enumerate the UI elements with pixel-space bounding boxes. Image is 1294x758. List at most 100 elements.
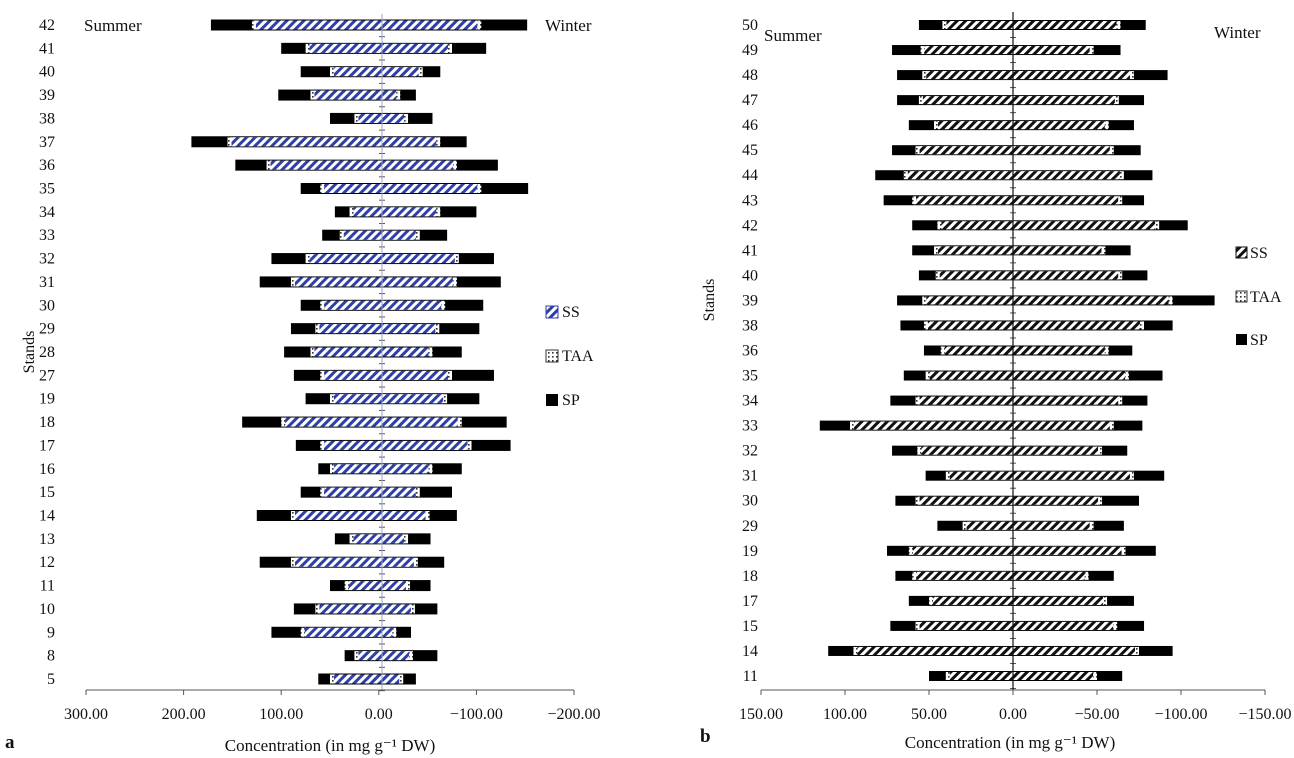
bar-ss-stand-33 xyxy=(343,230,416,240)
y-tick-label: 17 xyxy=(39,437,55,454)
y-tick-label: 48 xyxy=(742,67,758,84)
bar-ss-stand-41 xyxy=(309,43,448,53)
y-tick-label: 45 xyxy=(742,142,758,159)
y-tick-label: 42 xyxy=(39,17,55,34)
bar-ss-stand-46 xyxy=(938,121,1105,130)
y-tick-label: 31 xyxy=(742,468,758,485)
bar-ss-stand-34 xyxy=(353,207,437,217)
bar-ss-stand-30 xyxy=(324,300,442,310)
bar-ss-stand-11 xyxy=(949,672,1093,680)
bar-ss-stand-42 xyxy=(941,221,1156,230)
y-tick-label: 29 xyxy=(39,321,55,338)
bar-ss-stand-40 xyxy=(939,271,1119,280)
x-tick-label: 150.00 xyxy=(739,706,783,723)
x-tick-label: 200.00 xyxy=(162,706,206,723)
y-tick-label: 41 xyxy=(742,242,758,259)
panel-a-x-axis-title: Concentration (in mg g⁻¹ DW) xyxy=(225,736,435,755)
y-tick-label: 12 xyxy=(39,554,55,571)
x-tick-label: −150.00 xyxy=(1238,706,1291,723)
chart-panel-b: 11 14 15 17 18 19 29 30 31 32 33 34 35 36 38 39 40 41 42 43… xyxy=(700,12,1292,752)
bar-ss-stand-39 xyxy=(314,90,397,100)
y-tick-label: 30 xyxy=(742,493,758,510)
y-tick-label: 43 xyxy=(742,192,758,209)
bar-ss-stand-11 xyxy=(348,581,407,591)
y-tick-label: 19 xyxy=(742,543,758,560)
legend-sp-label: SP xyxy=(562,392,580,409)
panel-b-y-axis-title: Stands xyxy=(701,279,718,322)
panel-a-summer-label: Summer xyxy=(84,16,142,35)
panel-b-legend: SS TAA SP xyxy=(1235,245,1282,349)
bar-ss-stand-48 xyxy=(926,71,1130,80)
y-tick-label: 13 xyxy=(39,531,55,548)
bar-ss-stand-9 xyxy=(304,627,393,637)
y-tick-label: 34 xyxy=(39,204,55,221)
bar-ss-stand-36 xyxy=(270,160,453,170)
panel-b-winter-label: Winter xyxy=(1214,23,1261,42)
panel-b-letter: b xyxy=(700,726,711,747)
y-tick-label: 33 xyxy=(742,418,758,435)
legend-taa-label: TAA xyxy=(562,348,594,365)
bar-ss-stand-31 xyxy=(294,277,453,287)
y-tick-label: 33 xyxy=(39,227,55,244)
x-tick-label: 50.00 xyxy=(911,706,947,723)
bar-ss-stand-42 xyxy=(255,20,478,30)
y-tick-label: 16 xyxy=(39,461,55,478)
bar-ss-stand-33 xyxy=(854,421,1110,430)
legend-taa-swatch xyxy=(1235,290,1248,303)
bar-ss-stand-31 xyxy=(949,471,1130,480)
y-tick-label: 5 xyxy=(47,671,55,688)
y-tick-label: 19 xyxy=(39,391,55,408)
x-tick-label: −50.00 xyxy=(1074,706,1119,723)
x-tick-label: 100.00 xyxy=(259,706,303,723)
y-tick-label: 41 xyxy=(39,40,55,57)
y-tick-label: 27 xyxy=(39,367,55,384)
y-tick-label: 29 xyxy=(742,518,758,535)
bar-ss-stand-41 xyxy=(938,246,1102,255)
bar-ss-stand-18 xyxy=(916,571,1085,580)
y-tick-label: 38 xyxy=(39,110,55,127)
bar-ss-stand-18 xyxy=(285,417,458,427)
x-tick-label: −200.00 xyxy=(547,706,600,723)
bar-ss-stand-19 xyxy=(912,546,1122,555)
bar-ss-stand-32 xyxy=(921,446,1099,455)
y-tick-label: 32 xyxy=(39,251,55,268)
bar-ss-stand-50 xyxy=(946,21,1117,29)
legend-taa-label: TAA xyxy=(1250,289,1282,306)
bar-ss-stand-10 xyxy=(319,604,411,614)
bar-ss-stand-17 xyxy=(933,596,1104,605)
bar-ss-stand-28 xyxy=(314,347,429,357)
y-tick-label: 38 xyxy=(742,317,758,334)
x-tick-label: 0.00 xyxy=(365,706,393,723)
y-tick-label: 37 xyxy=(39,134,55,151)
legend-ss-swatch xyxy=(545,305,559,319)
y-tick-label: 44 xyxy=(742,167,758,184)
y-tick-label: 11 xyxy=(743,668,758,685)
y-tick-label: 39 xyxy=(742,292,758,309)
y-tick-label: 49 xyxy=(742,42,758,59)
y-tick-label: 8 xyxy=(47,648,55,665)
panel-b-x-axis-title: Concentration (in mg g⁻¹ DW) xyxy=(905,733,1115,752)
y-tick-label: 31 xyxy=(39,274,55,291)
bar-ss-stand-38 xyxy=(927,321,1141,330)
y-tick-label: 9 xyxy=(47,624,55,641)
bar-ss-stand-43 xyxy=(916,196,1119,205)
panel-a-y-axis-title: Stands xyxy=(21,331,38,374)
panel-a-y-tick-labels: 5 8 9 10 11 12 13 14 15 16 17 18 19 27 28 29 30 31 32 33 34 3… xyxy=(39,17,385,692)
bar-ss-stand-17 xyxy=(324,440,468,450)
x-tick-label: −100.00 xyxy=(1154,706,1207,723)
chart-panel-a: 5 8 9 10 11 12 13 14 15 16 17 18 19 27 28 29 30 31 32 33 34 3… xyxy=(5,14,601,755)
bar-ss-stand-29 xyxy=(319,324,436,334)
panel-b-x-tick-labels: 150.00 100.00 50.00 0.00 −50.00 −100.00 −150.0… xyxy=(739,690,1292,723)
bar-ss-stand-47 xyxy=(922,96,1115,105)
bar-ss-stand-39 xyxy=(926,296,1169,305)
y-tick-label: 42 xyxy=(742,217,758,234)
y-tick-label: 14 xyxy=(742,643,758,660)
bar-ss-stand-36 xyxy=(944,346,1105,355)
y-tick-label: 15 xyxy=(742,618,758,635)
legend-sp-swatch xyxy=(1236,334,1247,345)
y-tick-label: 40 xyxy=(39,64,55,81)
legend-sp-label: SP xyxy=(1250,332,1268,349)
bar-ss-stand-12 xyxy=(294,557,414,567)
y-tick-label: 32 xyxy=(742,443,758,460)
